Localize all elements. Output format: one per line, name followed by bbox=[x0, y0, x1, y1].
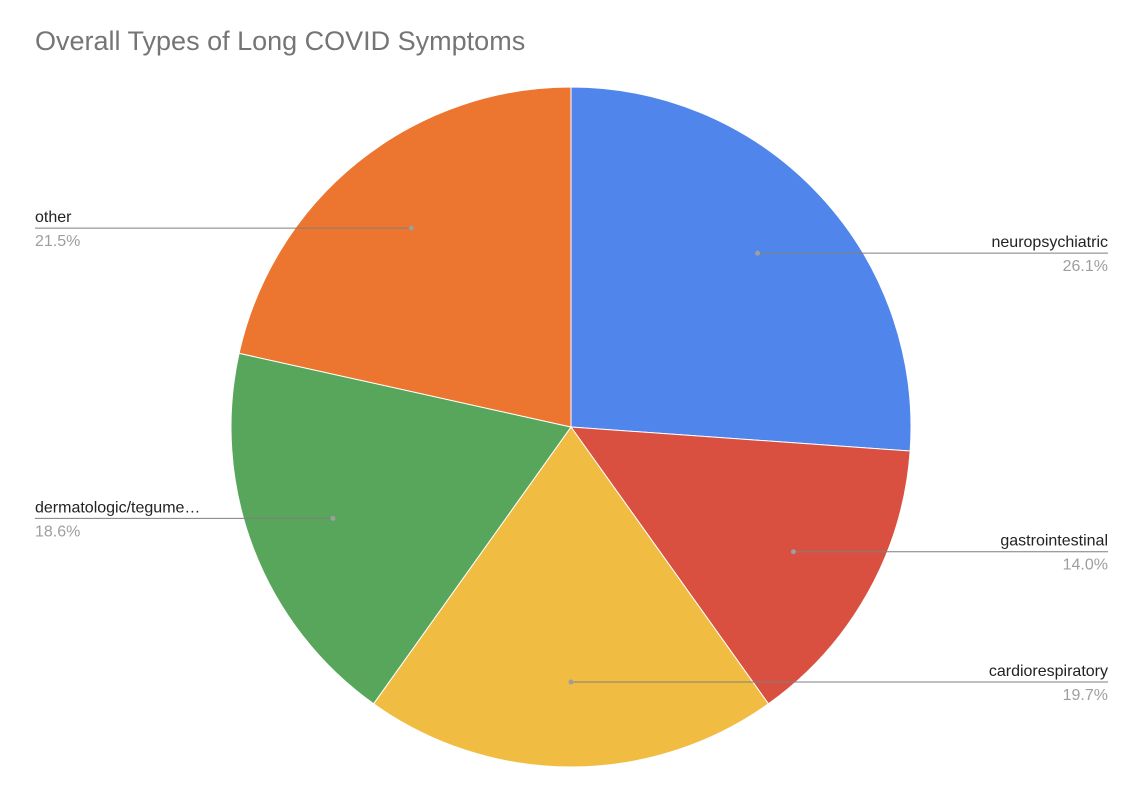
chart-title: Overall Types of Long COVID Symptoms bbox=[35, 26, 526, 56]
pie-slice-dermatologic-tegumentary bbox=[230, 352, 572, 705]
callout-dot-dermatologic-tegumentary bbox=[330, 515, 336, 521]
slice-label-gastrointestinal: gastrointestinal bbox=[1000, 533, 1108, 550]
callout-dot-gastrointestinal bbox=[790, 549, 796, 555]
slice-label-cardiorespiratory: cardiorespiratory bbox=[989, 663, 1108, 680]
callout-dot-neuropsychiatric bbox=[755, 250, 761, 256]
pie-slice-other bbox=[238, 86, 572, 428]
pie-slices bbox=[230, 86, 912, 768]
slice-label-other: other bbox=[35, 209, 72, 226]
pie-slice-gastrointestinal bbox=[569, 426, 911, 705]
pie-slice-neuropsychiatric bbox=[570, 86, 912, 452]
slice-label-dermatologic-tegumentary: dermatologic/tegume… bbox=[35, 499, 200, 516]
callout-dot-other bbox=[408, 225, 414, 231]
slice-label-neuropsychiatric: neuropsychiatric bbox=[992, 234, 1109, 251]
slice-value-neuropsychiatric: 26.1% bbox=[1063, 258, 1108, 275]
slice-value-cardiorespiratory: 19.7% bbox=[1063, 687, 1108, 704]
callout-dot-cardiorespiratory bbox=[568, 679, 574, 685]
slice-value-gastrointestinal: 14.0% bbox=[1063, 557, 1108, 574]
slice-value-other: 21.5% bbox=[35, 233, 80, 250]
slice-value-dermatologic-tegumentary: 18.6% bbox=[35, 523, 80, 540]
pie-callouts: neuropsychiatric 26.1% gastrointestinal 14.… bbox=[35, 209, 1108, 704]
